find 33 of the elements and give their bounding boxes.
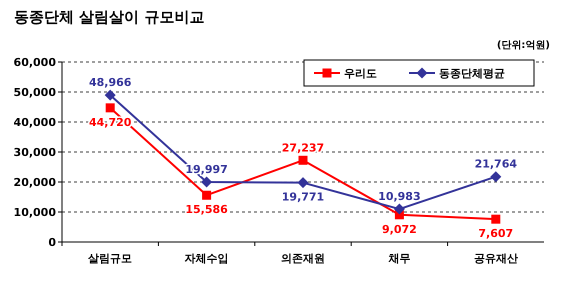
point <box>106 103 115 112</box>
y-tick-label: 0 <box>48 236 56 249</box>
point <box>298 156 308 165</box>
x-tick-label: 자체수입 <box>184 252 229 265</box>
y-tick-label: 40,000 <box>14 116 56 129</box>
y-tick-label: 30,000 <box>14 146 56 159</box>
data-label: 9,072 <box>382 222 417 236</box>
data-label: 21,764 <box>474 158 518 171</box>
legend-label: 동종단체평균 <box>439 67 505 80</box>
data-label: 19,771 <box>282 190 324 204</box>
y-tick-label: 60,000 <box>14 56 56 69</box>
y-tick-label: 50,000 <box>14 86 56 99</box>
text: (단위:억원) <box>496 40 550 51</box>
x-tick-label: 살림규모 <box>87 252 132 265</box>
legend-label: 우리도 <box>344 67 377 80</box>
x-tick-label: 채무 <box>387 252 410 265</box>
point <box>104 90 116 101</box>
chart-title: 동종단체 살림살이 규모비교 <box>14 8 204 26</box>
point <box>394 204 405 215</box>
data-label: 10,983 <box>378 190 421 204</box>
data-label: 27,237 <box>282 141 324 154</box>
point <box>201 176 212 188</box>
data-label: 48,966 <box>88 76 132 90</box>
point <box>490 171 502 182</box>
x-tick-label: 의존재원 <box>281 252 325 265</box>
x-tick-label: 공유재산 <box>474 252 518 265</box>
y-tick-label: 20,000 <box>14 176 56 189</box>
data-label: 7,607 <box>478 227 514 240</box>
point <box>298 177 308 188</box>
point <box>491 214 500 224</box>
y-tick-label: 10,000 <box>14 206 56 219</box>
data-label: 15,586 <box>185 203 228 216</box>
point <box>202 190 212 200</box>
